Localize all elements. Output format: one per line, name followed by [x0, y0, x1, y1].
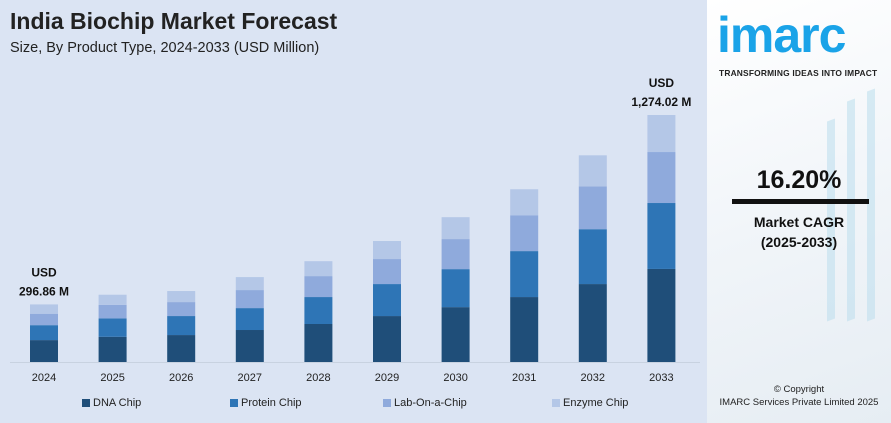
bar-dna-chip-2030 — [441, 307, 470, 362]
copyright-line1: © Copyright — [773, 384, 825, 395]
bar-lab-on-a-chip-2025 — [98, 304, 127, 319]
value-annotation-currency: USD — [31, 265, 57, 279]
legend-swatch — [82, 399, 90, 407]
cagr-value: 16.20% — [756, 166, 842, 194]
bar-dna-chip-2028 — [304, 324, 333, 362]
x-tick-label: 2031 — [512, 372, 536, 384]
legend-swatch — [552, 399, 560, 407]
legend-item: Enzyme Chip — [552, 396, 628, 410]
bar-protein-chip-2024 — [30, 325, 58, 341]
bar-protein-chip-2028 — [304, 297, 333, 324]
bar-enzyme-chip-2033 — [647, 115, 676, 153]
legend-swatch — [383, 399, 391, 407]
x-tick-label: 2025 — [100, 372, 124, 384]
bar-lab-on-a-chip-2028 — [304, 276, 333, 298]
chart-title: India Biochip Market Forecast — [10, 8, 338, 34]
bar-enzyme-chip-2024 — [30, 304, 58, 314]
bar-protein-chip-2026 — [167, 316, 196, 336]
value-annotation-currency: USD — [649, 76, 675, 90]
bar-protein-chip-2027 — [235, 308, 264, 331]
x-tick-label: 2030 — [443, 372, 467, 384]
legend-label: Lab-On-a-Chip — [394, 397, 467, 409]
bar-enzyme-chip-2032 — [578, 155, 607, 187]
value-annotation-total: 296.86 M — [19, 284, 69, 298]
bar-lab-on-a-chip-2030 — [441, 239, 470, 270]
bar-lab-on-a-chip-2026 — [167, 302, 196, 317]
legend-label: Protein Chip — [241, 397, 302, 409]
bar-lab-on-a-chip-2029 — [373, 259, 401, 285]
x-tick-label: 2032 — [581, 372, 605, 384]
x-tick-label: 2028 — [306, 372, 330, 384]
copyright: © Copyright IMARC Services Private Limit… — [707, 383, 891, 409]
copyright-line2: IMARC Services Private Limited 2025 — [719, 397, 879, 408]
bar-enzyme-chip-2030 — [441, 217, 470, 240]
bar-enzyme-chip-2027 — [235, 277, 264, 291]
bar-lab-on-a-chip-2031 — [510, 215, 539, 252]
imarc-logo: imarc — [717, 7, 846, 63]
cagr-label: Market CAGR (2025-2033) — [707, 212, 891, 252]
legend-label: DNA Chip — [93, 397, 142, 409]
decorative-bar — [847, 98, 855, 322]
x-tick-label: 2026 — [169, 372, 193, 384]
legend-item: DNA Chip — [82, 396, 141, 410]
bar-protein-chip-2029 — [373, 284, 401, 317]
bar-enzyme-chip-2028 — [304, 261, 333, 277]
bar-enzyme-chip-2025 — [98, 294, 127, 305]
chart-subtitle: Size, By Product Type, 2024-2033 (USD Mi… — [10, 40, 320, 56]
legend: DNA Chip Protein Chip Lab-On-a-Chip Enzyme … — [0, 396, 707, 412]
x-tick-label: 2029 — [375, 372, 399, 384]
bar-protein-chip-2025 — [98, 318, 127, 337]
bar-dna-chip-2024 — [30, 340, 58, 362]
decorative-bar — [867, 88, 875, 322]
bar-lab-on-a-chip-2032 — [578, 186, 607, 230]
bar-lab-on-a-chip-2033 — [647, 152, 676, 204]
legend-item: Protein Chip — [230, 396, 302, 410]
bar-dna-chip-2026 — [167, 335, 196, 362]
bar-enzyme-chip-2026 — [167, 291, 196, 303]
legend-item: Lab-On-a-Chip — [383, 396, 467, 410]
bar-protein-chip-2031 — [510, 251, 539, 298]
bar-enzyme-chip-2031 — [510, 189, 539, 216]
bar-dna-chip-2032 — [578, 284, 607, 362]
bar-lab-on-a-chip-2024 — [30, 313, 58, 326]
cagr-label-text: Market CAGR — [753, 214, 845, 230]
x-tick-label: 2024 — [32, 372, 56, 384]
legend-swatch — [230, 399, 238, 407]
stacked-bar-chart: 2024 2025 2026 2027 2028 2029 2030 2031 2032 2033… — [10, 76, 700, 384]
bar-dna-chip-2025 — [98, 336, 127, 362]
bar-protein-chip-2032 — [578, 229, 607, 285]
bar-enzyme-chip-2029 — [373, 241, 401, 260]
x-tick-label: 2027 — [238, 372, 262, 384]
logo-tagline: TRANSFORMING IDEAS INTO IMPACT — [719, 68, 878, 78]
chart-panel: India Biochip Market Forecast Size, By P… — [0, 8, 707, 412]
bar-dna-chip-2027 — [235, 330, 264, 362]
bar-protein-chip-2030 — [441, 269, 470, 308]
legend-label: Enzyme Chip — [563, 397, 629, 409]
bar-dna-chip-2033 — [647, 268, 676, 362]
cagr-period: (2025-2033) — [760, 234, 838, 250]
bar-dna-chip-2029 — [373, 316, 401, 362]
bar-dna-chip-2031 — [510, 297, 539, 362]
bar-lab-on-a-chip-2027 — [235, 290, 264, 309]
sidebar-panel: imarc TRANSFORMING IDEAS INTO IMPACT 16.… — [707, 0, 891, 423]
x-tick-label: 2033 — [649, 372, 673, 384]
value-annotation-total: 1,274.02 M — [631, 95, 691, 109]
bar-protein-chip-2033 — [647, 203, 676, 269]
divider — [732, 199, 869, 204]
